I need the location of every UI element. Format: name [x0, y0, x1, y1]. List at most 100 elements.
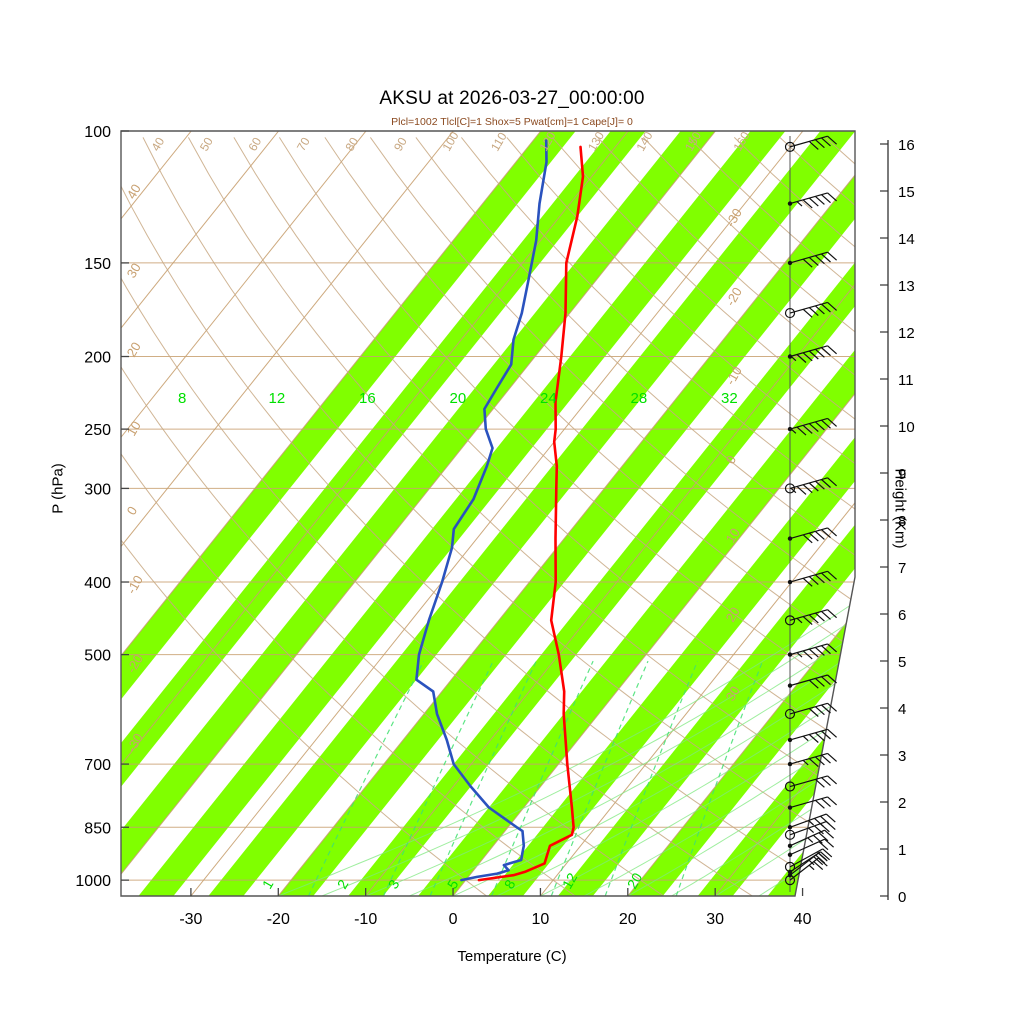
wind-barb-feather	[815, 756, 825, 766]
wind-barb-marker	[784, 615, 796, 626]
dry-adiabat-label: 90	[391, 135, 410, 154]
moist-adiabat	[714, 131, 855, 896]
wind-barb-feather	[821, 572, 831, 582]
plot-border	[120, 130, 856, 897]
wind-barb-marker	[784, 781, 796, 792]
wind-barb-feather	[814, 817, 824, 827]
isotherm-label-left: 10	[124, 418, 144, 438]
wind-barb-feather	[821, 253, 831, 263]
wind-barb	[787, 643, 837, 660]
wind-barb	[787, 796, 837, 810]
wind-barb-feather	[808, 648, 819, 658]
wind-barb-feather	[821, 347, 831, 357]
wind-barb	[787, 570, 837, 587]
wind-barb-feather	[821, 704, 831, 714]
height-tick-label: 15	[898, 184, 915, 201]
wind-barb-feather	[813, 856, 824, 866]
dry-adiabat	[121, 137, 665, 896]
wind-barb-feather	[821, 645, 831, 655]
wind-barb-feather	[818, 832, 829, 842]
wind-barb-feather	[815, 195, 825, 205]
height-tick-label: 12	[898, 325, 915, 342]
wind-barb-feather	[815, 421, 825, 431]
isotherm-label-left: 40	[124, 181, 144, 201]
isotherm-line	[121, 131, 367, 896]
dry-adiabat	[121, 137, 487, 896]
wind-barb	[784, 702, 837, 720]
isotherm-line	[121, 131, 542, 896]
wind-barb-feather	[821, 419, 831, 429]
dry-adiabat	[506, 137, 855, 896]
temperature-profile-line[interactable]	[477, 145, 585, 882]
moist-adiabat	[583, 131, 855, 896]
wind-barb	[784, 848, 833, 872]
wind-barb-feather	[824, 838, 834, 848]
mixing-ratio-line	[550, 660, 649, 896]
wind-barb-feather	[827, 570, 837, 580]
wind-barb-feather	[815, 612, 825, 622]
dry-adiabat	[324, 137, 855, 896]
wind-barb-feather	[821, 754, 831, 764]
isotherm-line	[121, 131, 629, 896]
wind-barb-feather	[821, 676, 831, 686]
pressure-tick-label: 150	[84, 256, 111, 273]
wind-barb-feather	[827, 135, 837, 145]
isotherm-line	[121, 131, 454, 896]
wind-barb-feather	[802, 616, 813, 626]
isotherm-line	[452, 131, 855, 896]
wind-barb-feather	[815, 646, 825, 656]
wind-barb	[787, 345, 837, 363]
wind-barb-feather	[815, 139, 825, 149]
dry-adiabat	[369, 137, 855, 896]
wind-barb-feather	[808, 423, 819, 433]
wind-barb-column[interactable]	[784, 135, 837, 892]
wind-barb-half-feather	[808, 859, 815, 866]
wind-barb-feather	[808, 576, 819, 586]
wind-barb-feather	[817, 851, 827, 861]
green-band	[418, 131, 855, 896]
wind-barb-staff	[789, 345, 828, 358]
wind-barb	[787, 417, 837, 436]
dewpoint-profile-line[interactable]	[415, 139, 548, 882]
height-tick-label: 9	[898, 466, 906, 483]
dry-adiabat-label: 60	[245, 135, 264, 154]
isotherm-line	[540, 131, 855, 896]
wind-barb-feather	[796, 485, 807, 495]
wind-barb-feather	[821, 610, 831, 620]
wind-barb	[787, 527, 837, 544]
wind-barb	[787, 192, 837, 209]
wind-barb-feather	[808, 307, 819, 317]
dry-adiabat-label: 80	[342, 135, 361, 154]
isotherm-line	[190, 131, 804, 896]
isotherm-label-left: 30	[124, 260, 144, 280]
wind-barb-feather	[827, 192, 837, 202]
wind-barb-marker	[784, 708, 796, 720]
wind-barb-feather	[815, 799, 825, 809]
pressure-tick-label: 200	[84, 350, 111, 367]
wind-barb-feather	[827, 674, 837, 684]
sounding-indices-subtitle: Plcl=1002 Tlcl[C]=1 Shox=5 Pwat[cm]=1 Ca…	[391, 116, 633, 128]
dry-adiabat-label: 40	[148, 135, 167, 154]
wind-barb-feather	[827, 728, 837, 738]
wind-barb-feather	[827, 775, 837, 785]
wind-barb-staff	[789, 477, 828, 490]
wind-barb-feather	[825, 813, 836, 823]
wind-barb-feather	[827, 796, 837, 806]
wind-barb-half-feather	[796, 652, 803, 658]
height-tick-label: 1	[898, 842, 906, 859]
isotherm-label-right: 20	[723, 604, 743, 624]
moist-adiabat	[365, 131, 855, 896]
temperature-tick-label: -30	[179, 911, 202, 928]
wind-barb-feather	[813, 834, 823, 844]
wind-barb-feather	[808, 350, 819, 360]
wind-barb-feather	[808, 758, 819, 768]
wind-barb	[784, 301, 837, 319]
height-tick-label: 14	[898, 231, 915, 248]
temperature-tick-label: 10	[532, 911, 550, 928]
green-band	[138, 131, 786, 896]
wind-barb-feather	[796, 426, 807, 436]
pressure-tick-label: 300	[84, 481, 111, 498]
mixing-ratio-line	[675, 660, 764, 896]
